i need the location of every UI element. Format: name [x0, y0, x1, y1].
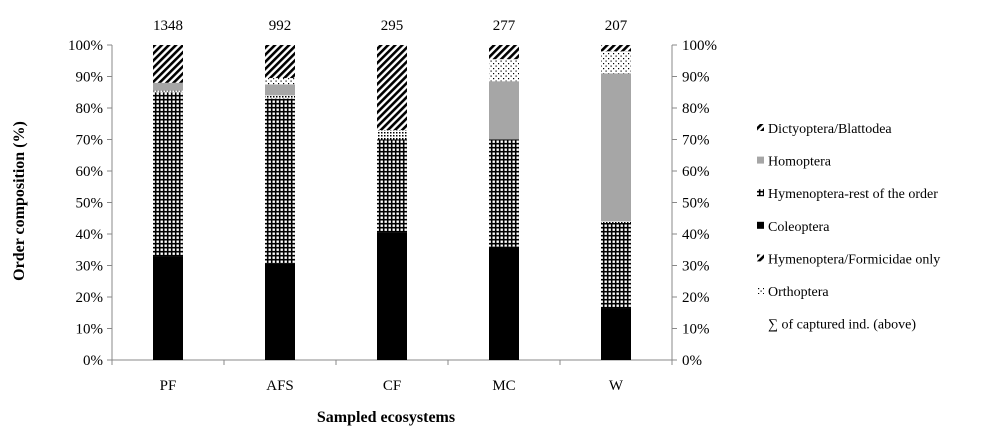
- bar-segment-w-dictyoptera-blattodea: [601, 45, 631, 52]
- bar-segment-w-coleoptera: [601, 308, 631, 360]
- bar-segment-afs-orthoptera: [265, 78, 295, 85]
- y-axis-title: Order composition (%): [11, 121, 28, 281]
- legend-label: Coleoptera: [768, 220, 830, 235]
- bar-segment-afs-coleoptera: [265, 263, 295, 360]
- bar-segment-mc-dictyoptera-blattodea: [489, 45, 519, 60]
- legend-swatch: [757, 124, 764, 131]
- total-count-label: 992: [269, 18, 292, 34]
- bars: [153, 45, 631, 360]
- y-tick-label-left: 70%: [76, 133, 104, 149]
- y-tick-label-right: 100%: [682, 38, 717, 54]
- y-tick-label-right: 80%: [682, 101, 710, 117]
- total-count-label: 277: [493, 18, 516, 34]
- y-tick-label-left: 0%: [83, 353, 103, 369]
- bar-segment-w-homoptera: [601, 73, 631, 222]
- bar-segment-mc-coleoptera: [489, 246, 519, 360]
- y-tick-label-left: 60%: [76, 164, 104, 180]
- bar-segment-cf-hymenoptera-rest-of-the-order: [377, 139, 407, 233]
- bar-segment-mc-hymenoptera-rest-of-the-order: [489, 139, 519, 247]
- x-tick-label: W: [609, 378, 624, 394]
- y-tick-label-right: 60%: [682, 164, 710, 180]
- y-tick-label-right: 0%: [682, 353, 702, 369]
- bar-segment-w-hymenoptera-formicidae-only: [601, 221, 631, 223]
- total-count-label: 295: [381, 18, 404, 34]
- bar-segment-pf-homoptera: [153, 82, 183, 91]
- legend-label: Homoptera: [768, 155, 832, 170]
- legend-swatch: [757, 254, 764, 262]
- legend-label: Dictyoptera/Blattodea: [768, 122, 892, 137]
- y-tick-label-left: 80%: [76, 101, 104, 117]
- y-tick-label-left: 20%: [76, 290, 104, 306]
- x-tick-label: CF: [383, 378, 401, 394]
- y-tick-label-right: 50%: [682, 196, 710, 212]
- bar-segment-afs-hymenoptera-rest-of-the-order: [265, 98, 295, 264]
- x-tick-label: AFS: [266, 378, 294, 394]
- y-tick-label-right: 10%: [682, 322, 710, 338]
- bar-segment-pf-hymenoptera-formicidae-only: [153, 90, 183, 93]
- bar-segment-afs-homoptera: [265, 84, 295, 96]
- y-tick-label-right: 90%: [682, 70, 710, 86]
- total-count-label: 1348: [153, 18, 183, 34]
- legend: Dictyoptera/Blattodea Homoptera Hymenopter…: [757, 122, 940, 333]
- bar-segment-pf-coleoptera: [153, 256, 183, 360]
- bar-segment-w-hymenoptera-rest-of-the-order: [601, 222, 631, 309]
- bar-segment-cf-dictyoptera-blattodea: [377, 45, 407, 131]
- legend-swatch: [757, 189, 764, 197]
- labels: PF 1348 AFS 992 CF 295 MC 277 W 207: [153, 18, 628, 394]
- bar-segment-pf-hymenoptera-rest-of-the-order: [153, 92, 183, 257]
- y-tick-label-right: 20%: [682, 290, 710, 306]
- x-axis-title: Sampled ecosystems: [317, 409, 455, 426]
- bar-segment-cf-hymenoptera-formicidae-only: [377, 130, 407, 140]
- legend-label: Hymenoptera-rest of the order: [768, 187, 938, 202]
- legend-swatch: [757, 221, 764, 229]
- x-tick-label: PF: [160, 378, 177, 394]
- legend-label: Hymenoptera/Formicidae only: [768, 252, 940, 267]
- legend-swatch: [757, 156, 764, 164]
- y-tick-label-left: 90%: [76, 70, 104, 86]
- total-count-label: 207: [605, 18, 628, 34]
- bar-segment-cf-coleoptera: [377, 232, 407, 360]
- y-tick-label-left: 40%: [76, 227, 104, 243]
- y-tick-label-left: 10%: [76, 322, 104, 338]
- y-tick-label-left: 100%: [68, 38, 103, 54]
- x-tick-label: MC: [492, 378, 515, 394]
- y-tick-label-right: 70%: [682, 133, 710, 149]
- bar-segment-mc-homoptera: [489, 81, 519, 140]
- bar-segment-afs-hymenoptera-formicidae-only: [265, 95, 295, 99]
- bar-segment-pf-dictyoptera-blattodea: [153, 45, 183, 83]
- legend-swatch: [757, 287, 764, 294]
- y-tick-label-right: 40%: [682, 227, 710, 243]
- legend-totals-label: ∑ of captured ind. (above): [768, 318, 916, 333]
- y-tick-label-left: 30%: [76, 259, 104, 275]
- y-tick-label-left: 50%: [76, 196, 104, 212]
- bar-segment-mc-orthoptera: [489, 59, 519, 82]
- axes: 0% 0% 10% 10% 20% 20% 30% 30% 40% 40% 50% 50% 60% 60%…: [68, 38, 717, 369]
- legend-label: Orthoptera: [768, 285, 829, 300]
- y-tick-label-right: 30%: [682, 259, 710, 275]
- bar-segment-afs-dictyoptera-blattodea: [265, 45, 295, 79]
- bar-segment-w-orthoptera: [601, 51, 631, 74]
